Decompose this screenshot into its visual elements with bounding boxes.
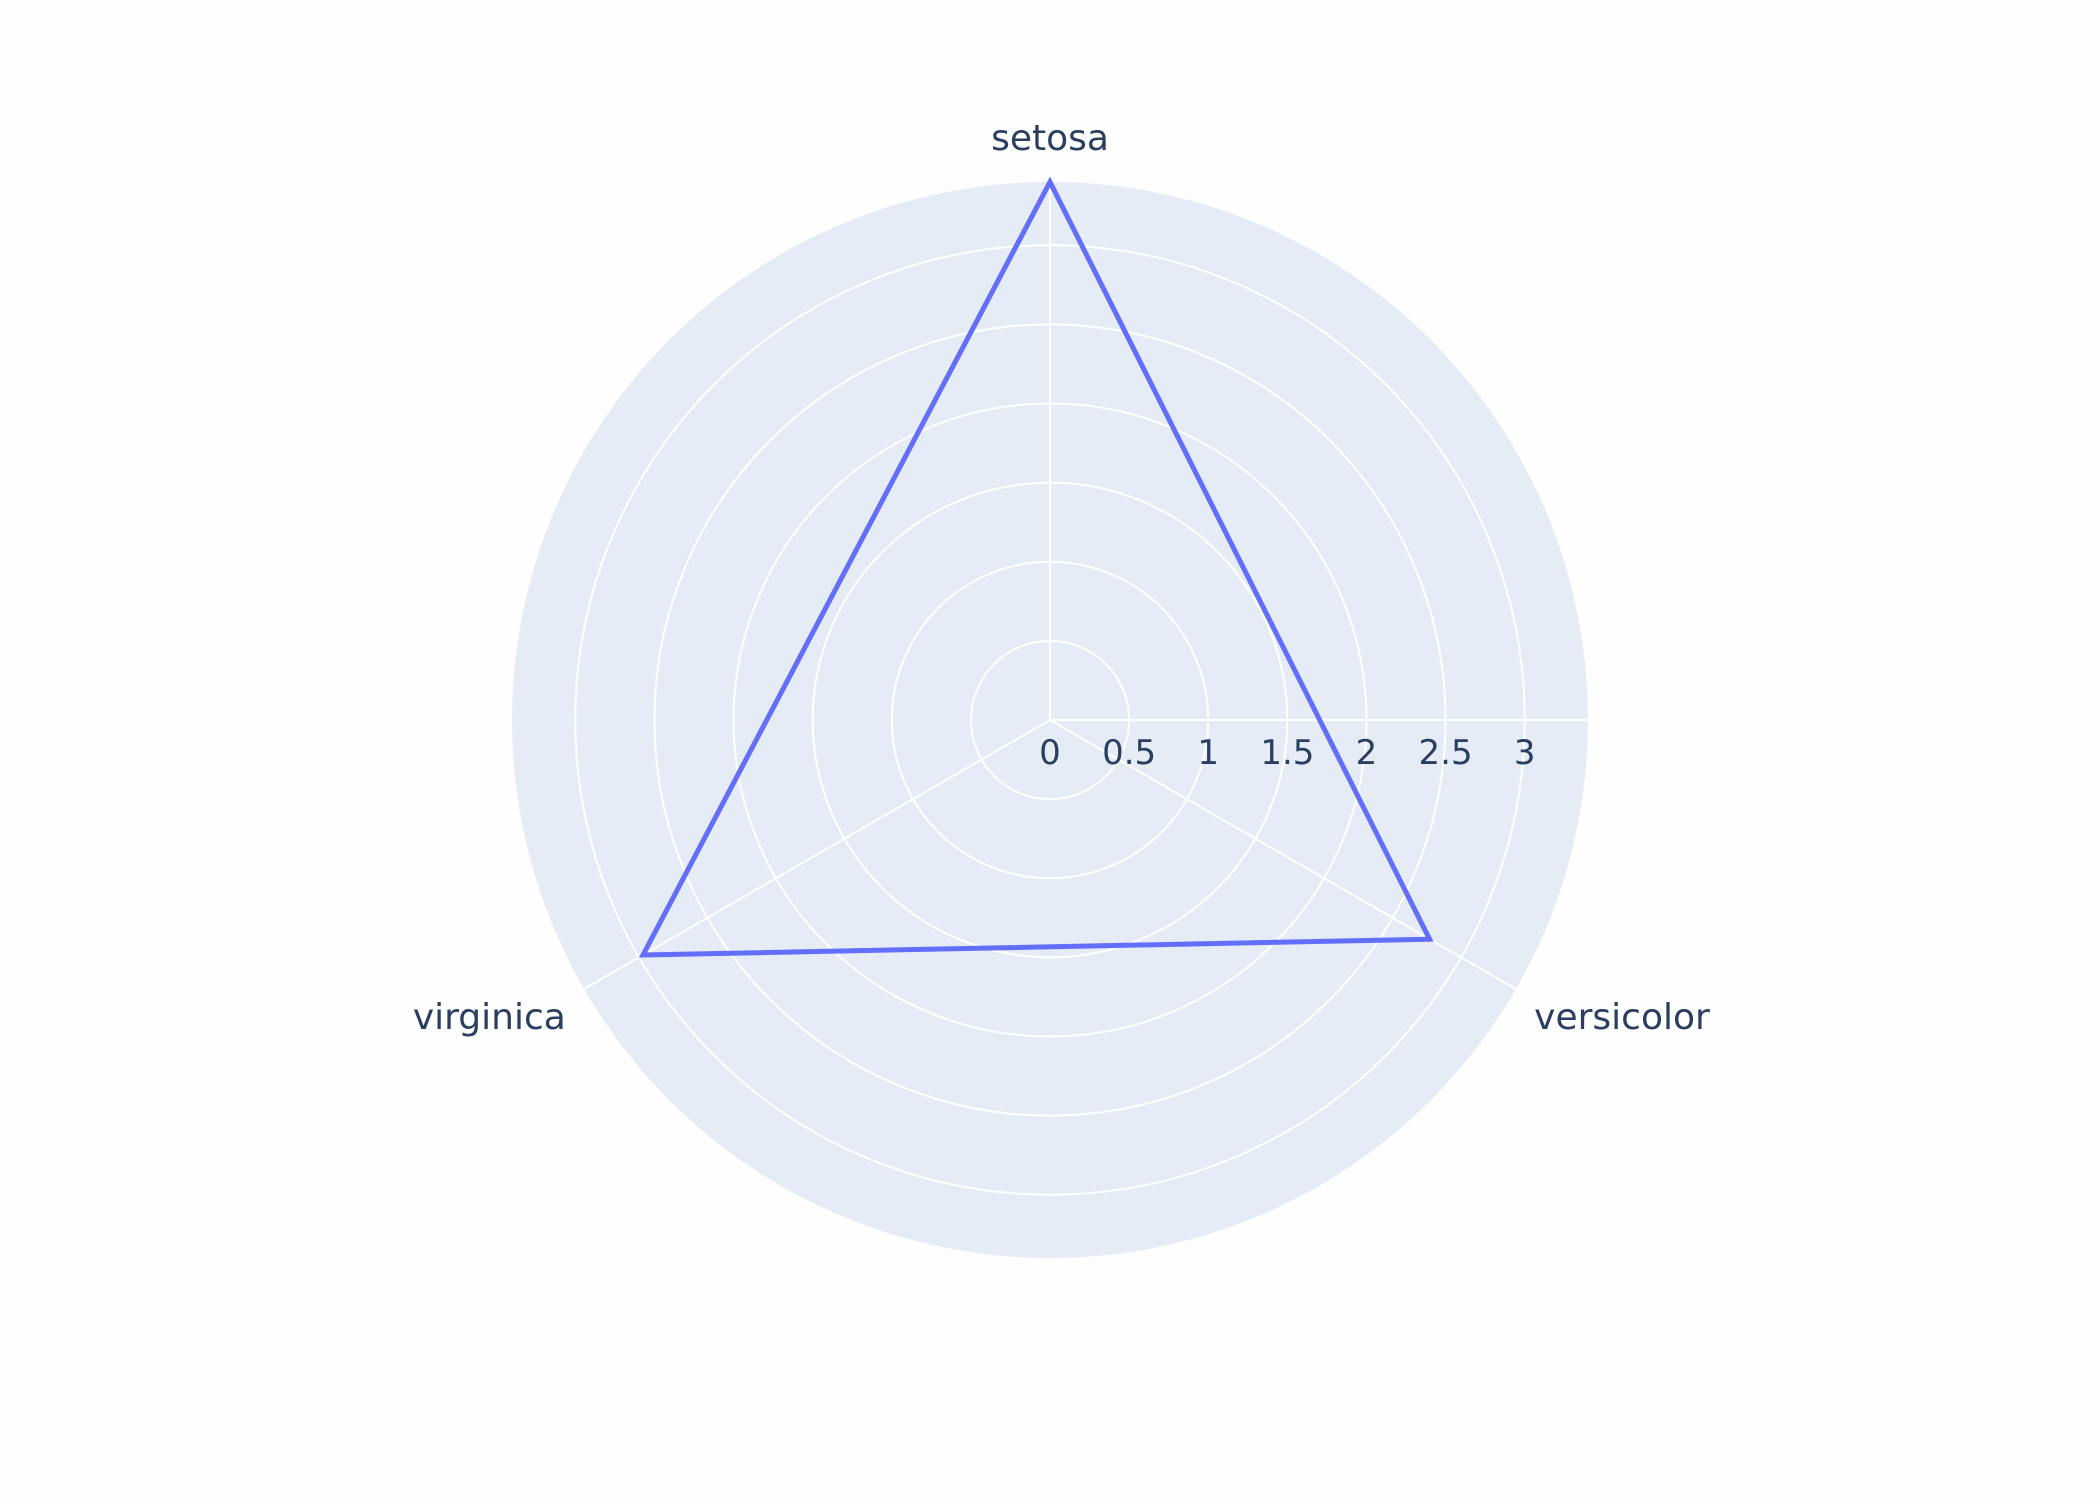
category-label-setosa: setosa — [991, 118, 1109, 159]
radial-tick-label: 0.5 — [1102, 733, 1156, 773]
radial-tick-label: 0 — [1039, 733, 1061, 773]
radial-tick-label: 2 — [1356, 733, 1378, 773]
data-point-setosa — [1048, 180, 1052, 184]
angular-spoke — [583, 719, 1051, 990]
angular-spoke — [1049, 719, 1517, 990]
series-line — [638, 176, 1434, 958]
radial-tick-label: 1.5 — [1260, 733, 1314, 773]
radial-tick-label: 3 — [1514, 733, 1536, 773]
category-label-versicolor: versicolor — [1534, 997, 1710, 1038]
radial-tick-label: 1 — [1197, 733, 1219, 773]
category-label-virginica: virginica — [413, 997, 566, 1038]
radial-tick-label: 2.5 — [1419, 733, 1473, 773]
data-point-versicolor — [1428, 937, 1432, 941]
data-point-virginica — [641, 953, 645, 957]
